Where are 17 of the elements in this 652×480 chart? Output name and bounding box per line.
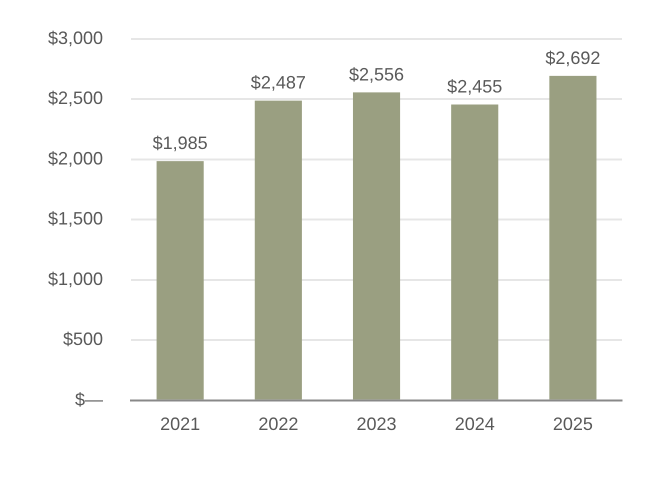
y-tick-label: $1,000 <box>48 268 104 289</box>
y-tick-label: $— <box>75 389 104 410</box>
data-label: $2,692 <box>545 48 600 68</box>
data-label: $1,985 <box>152 133 208 154</box>
x-tick-label: 2022 <box>258 414 298 434</box>
data-label: $2,556 <box>348 64 404 84</box>
x-tick-label: 2024 <box>454 414 495 434</box>
y-tick-label: $2,500 <box>48 88 104 108</box>
data-label: $2,455 <box>447 76 502 96</box>
y-tick-label: $500 <box>63 329 104 350</box>
x-tick-label: 2021 <box>160 414 200 434</box>
data-label: $2,487 <box>250 72 306 93</box>
y-tick-label: $1,500 <box>48 208 104 229</box>
y-tick-label: $2,000 <box>48 148 104 168</box>
y-tick-label: $3,000 <box>48 28 104 48</box>
x-tick-label: 2023 <box>356 414 397 434</box>
x-tick-label: 2025 <box>552 414 593 434</box>
